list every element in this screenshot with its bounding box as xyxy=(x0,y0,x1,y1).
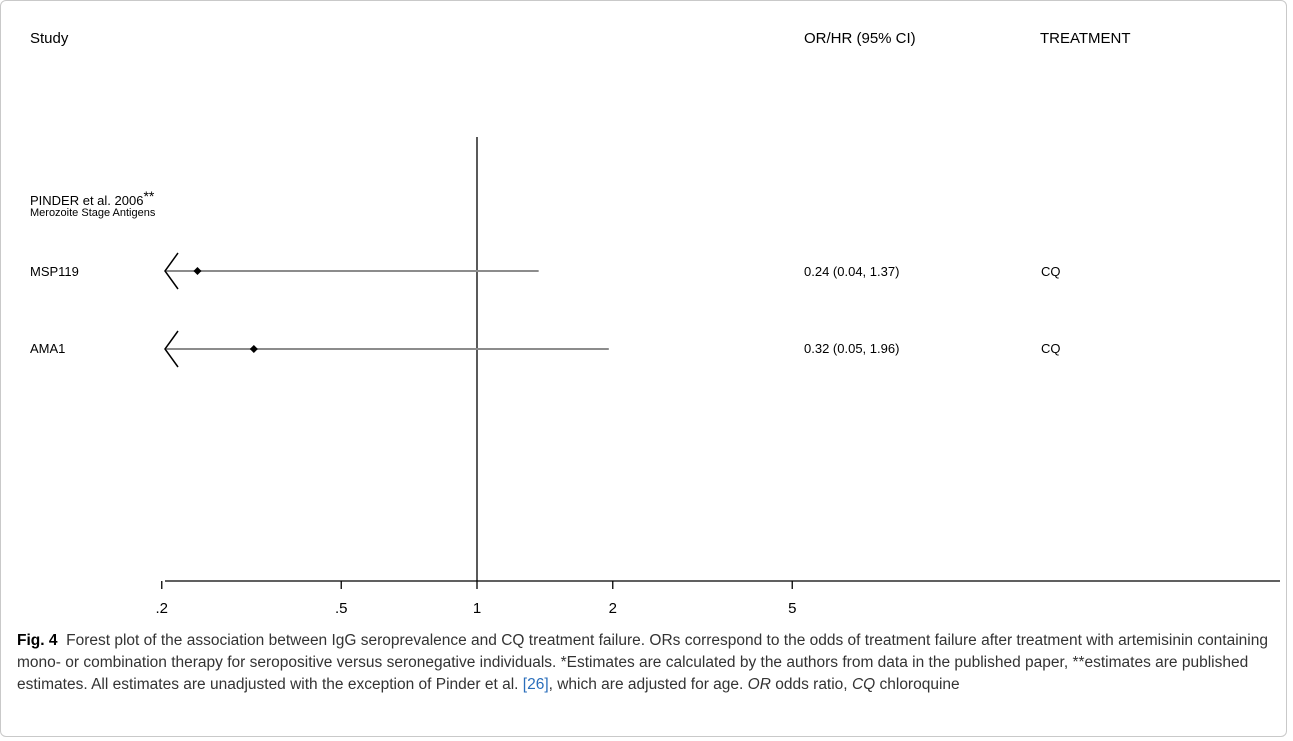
caption-abbr-or-text: odds ratio, xyxy=(775,676,848,693)
row-label-msp119: MSP119 xyxy=(30,264,79,279)
caption-text-2: , which are adjusted for age. xyxy=(548,676,744,693)
caption-abbr-cq: CQ xyxy=(851,676,876,693)
x-tick-label: 5 xyxy=(788,600,796,617)
study-group-subtitle: Merozoite Stage Antigens xyxy=(30,207,156,219)
study-group-mark: ** xyxy=(143,188,155,204)
caption-abbr-or: OR xyxy=(747,676,771,693)
header-treatment: TREATMENT xyxy=(1040,30,1131,47)
x-tick-label: .5 xyxy=(335,600,348,617)
row-treatment-ama1: CQ xyxy=(1041,341,1061,356)
header-estimate: OR/HR (95% CI) xyxy=(804,30,916,47)
ci-truncation-arrow-msp119 xyxy=(164,252,179,290)
row-estimate-ama1: 0.32 (0.05, 1.96) xyxy=(804,341,900,356)
header-study: Study xyxy=(30,30,69,47)
row-estimate-msp119: 0.24 (0.04, 1.37) xyxy=(804,264,900,279)
study-group-name: PINDER et al. 2006** xyxy=(30,188,155,208)
caption-abbr-cq-text: chloroquine xyxy=(879,676,960,693)
figure-caption: Fig. 4 Forest plot of the association be… xyxy=(17,630,1279,696)
forest-plot: .2 .5 1 2 5 xyxy=(156,137,1280,617)
row-treatment-msp119: CQ xyxy=(1041,264,1061,279)
x-tick-label: 2 xyxy=(609,600,617,617)
x-tick-label: 1 xyxy=(473,600,481,617)
point-estimate-ama1 xyxy=(249,345,258,353)
row-label-ama1: AMA1 xyxy=(30,341,66,356)
caption-reference-link[interactable]: [26] xyxy=(522,676,549,693)
caption-fig-label: Fig. 4 xyxy=(17,632,58,649)
point-estimate-msp119 xyxy=(193,267,202,275)
caption-text-1: Forest plot of the association between I… xyxy=(17,632,1268,693)
x-tick-label: .2 xyxy=(156,600,169,617)
ci-truncation-arrow-ama1 xyxy=(164,330,179,368)
